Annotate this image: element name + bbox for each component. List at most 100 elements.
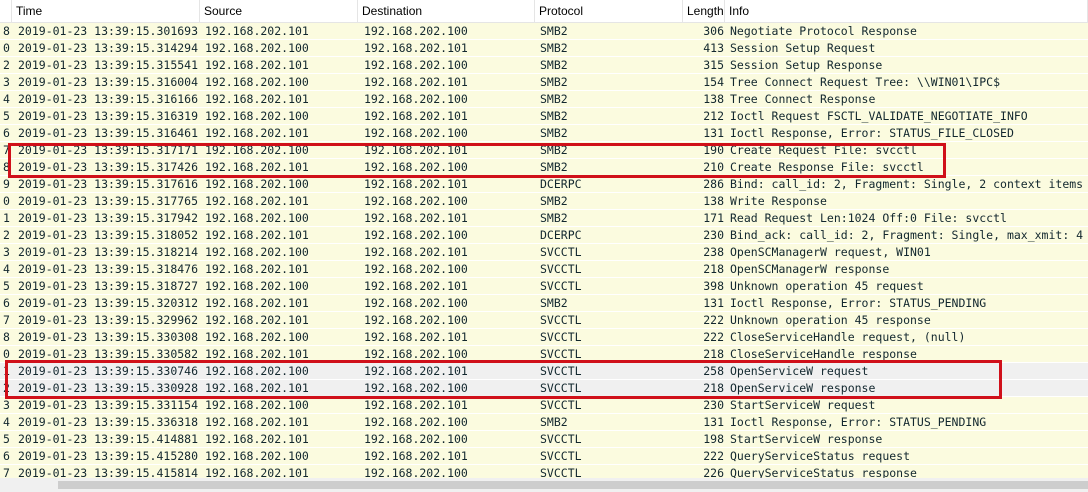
source: 192.168.202.101 bbox=[205, 24, 309, 38]
time: 2019-01-23 13:39:15.330746 bbox=[18, 364, 199, 378]
source: 192.168.202.100 bbox=[205, 449, 309, 463]
header-cell[interactable]: Source bbox=[200, 0, 358, 22]
packet-row[interactable]: 6 2019-01-23 13:39:15.316461 192.168.202.1… bbox=[0, 125, 1088, 142]
time: 2019-01-23 13:39:15.301693 bbox=[18, 24, 199, 38]
time: 2019-01-23 13:39:15.315541 bbox=[18, 58, 199, 72]
header-cell[interactable]: Protocol bbox=[535, 0, 683, 22]
header-cell[interactable]: Destination bbox=[358, 0, 535, 22]
protocol: DCERPC bbox=[540, 177, 582, 191]
frame-number: 4 bbox=[3, 262, 10, 276]
destination: 192.168.202.100 bbox=[364, 415, 468, 429]
protocol: SMB2 bbox=[540, 415, 568, 429]
length: 230 bbox=[703, 228, 724, 242]
protocol: SMB2 bbox=[540, 211, 568, 225]
packet-row[interactable]: 6 2019-01-23 13:39:15.415280 192.168.202.1… bbox=[0, 448, 1088, 465]
source: 192.168.202.101 bbox=[205, 228, 309, 242]
highlight-box bbox=[8, 143, 946, 178]
destination: 192.168.202.100 bbox=[364, 228, 468, 242]
source: 192.168.202.101 bbox=[205, 347, 309, 361]
length: 258 bbox=[703, 364, 724, 378]
packet-row[interactable]: 4 2019-01-23 13:39:15.336318 192.168.202.1… bbox=[0, 414, 1088, 431]
packet-row[interactable]: 7 2019-01-23 13:39:15.329962 192.168.202.1… bbox=[0, 312, 1088, 329]
info: Session Setup Request bbox=[730, 41, 876, 55]
destination: 192.168.202.101 bbox=[364, 449, 468, 463]
info: CloseServiceHandle response bbox=[730, 347, 917, 361]
packet-row[interactable]: 1 2019-01-23 13:39:15.317942 192.168.202.1… bbox=[0, 210, 1088, 227]
destination: 192.168.202.100 bbox=[364, 296, 468, 310]
frame-number: 8 bbox=[3, 24, 10, 38]
packet-row[interactable]: 5 2019-01-23 13:39:15.316319 192.168.202.1… bbox=[0, 108, 1088, 125]
packet-row[interactable]: 2 2019-01-23 13:39:15.330928 192.168.202.1… bbox=[0, 380, 1088, 397]
packet-row[interactable]: 4 2019-01-23 13:39:15.318476 192.168.202.1… bbox=[0, 261, 1088, 278]
source: 192.168.202.100 bbox=[205, 109, 309, 123]
frame-number: 0 bbox=[3, 194, 10, 208]
frame-number: 8 bbox=[3, 330, 10, 344]
protocol: SVCCTL bbox=[540, 398, 582, 412]
info: QueryServiceStatus response bbox=[730, 466, 917, 478]
protocol: SVCCTL bbox=[540, 262, 582, 276]
info: Ioctl Response, Error: STATUS_FILE_CLOSE… bbox=[730, 126, 1014, 140]
highlight-box bbox=[5, 360, 1002, 399]
source: 192.168.202.101 bbox=[205, 466, 309, 478]
info: Write Response bbox=[730, 194, 827, 208]
destination: 192.168.202.100 bbox=[364, 313, 468, 327]
header-cell[interactable]: Length bbox=[683, 0, 725, 22]
packet-rows: 8 2019-01-23 13:39:15.301693 192.168.202.1… bbox=[0, 23, 1088, 478]
packet-row[interactable]: 0 2019-01-23 13:39:15.317765 192.168.202.1… bbox=[0, 193, 1088, 210]
source: 192.168.202.101 bbox=[205, 58, 309, 72]
destination: 192.168.202.100 bbox=[364, 347, 468, 361]
destination: 192.168.202.101 bbox=[364, 75, 468, 89]
time: 2019-01-23 13:39:15.329962 bbox=[18, 313, 199, 327]
protocol: SVCCTL bbox=[540, 449, 582, 463]
packet-row[interactable]: 0 2019-01-23 13:39:15.314294 192.168.202.1… bbox=[0, 40, 1088, 57]
length: 222 bbox=[703, 330, 724, 344]
time: 2019-01-23 13:39:15.331154 bbox=[18, 398, 199, 412]
protocol: SMB2 bbox=[540, 58, 568, 72]
packet-row[interactable]: 3 2019-01-23 13:39:15.318214 192.168.202.1… bbox=[0, 244, 1088, 261]
packet-row[interactable]: 5 2019-01-23 13:39:15.318727 192.168.202.1… bbox=[0, 278, 1088, 295]
packet-row[interactable]: 2 2019-01-23 13:39:15.315541 192.168.202.1… bbox=[0, 57, 1088, 74]
packet-row[interactable]: 4 2019-01-23 13:39:15.316166 192.168.202.1… bbox=[0, 91, 1088, 108]
packet-row[interactable]: 7 2019-01-23 13:39:15.317171 192.168.202.1… bbox=[0, 142, 1088, 159]
packet-row[interactable]: 3 2019-01-23 13:39:15.331154 192.168.202.1… bbox=[0, 397, 1088, 414]
time: 2019-01-23 13:39:15.317942 bbox=[18, 211, 199, 225]
packet-row[interactable]: 1 2019-01-23 13:39:15.330746 192.168.202.1… bbox=[0, 363, 1088, 380]
scrollbar-thumb[interactable] bbox=[58, 481, 1088, 489]
info: Bind_ack: call_id: 2, Fragment: Single, … bbox=[730, 228, 1084, 242]
header-cell[interactable]: Info bbox=[725, 0, 1088, 22]
packet-row[interactable]: 5 2019-01-23 13:39:15.414881 192.168.202.1… bbox=[0, 431, 1088, 448]
length: 222 bbox=[703, 449, 724, 463]
protocol: SMB2 bbox=[540, 143, 568, 157]
source: 192.168.202.100 bbox=[205, 41, 309, 55]
header-cell[interactable]: Time bbox=[12, 0, 200, 22]
info: OpenServiceW response bbox=[730, 381, 876, 395]
source: 192.168.202.101 bbox=[205, 415, 309, 429]
packet-row[interactable]: 7 2019-01-23 13:39:15.415814 192.168.202.1… bbox=[0, 465, 1088, 478]
protocol: SMB2 bbox=[540, 160, 568, 174]
packet-row[interactable]: 8 2019-01-23 13:39:15.330308 192.168.202.1… bbox=[0, 329, 1088, 346]
info: Tree Connect Request Tree: \\WIN01\IPC$ bbox=[730, 75, 1001, 89]
packet-row[interactable]: 8 2019-01-23 13:39:15.317426 192.168.202.1… bbox=[0, 159, 1088, 176]
protocol: SMB2 bbox=[540, 109, 568, 123]
header-cell[interactable] bbox=[0, 0, 12, 22]
column-header: Time Source Destination Protocol Length Info bbox=[0, 0, 1088, 23]
info: StartServiceW response bbox=[730, 432, 883, 446]
destination: 192.168.202.101 bbox=[364, 330, 468, 344]
frame-number: 5 bbox=[3, 279, 10, 293]
frame-number: 9 bbox=[3, 177, 10, 191]
info: StartServiceW request bbox=[730, 398, 876, 412]
length: 218 bbox=[703, 347, 724, 361]
packet-row[interactable]: 6 2019-01-23 13:39:15.320312 192.168.202.1… bbox=[0, 295, 1088, 312]
packet-row[interactable]: 9 2019-01-23 13:39:15.317616 192.168.202.1… bbox=[0, 176, 1088, 193]
destination: 192.168.202.101 bbox=[364, 143, 468, 157]
time: 2019-01-23 13:39:15.415814 bbox=[18, 466, 199, 478]
packet-row[interactable]: 3 2019-01-23 13:39:15.316004 192.168.202.1… bbox=[0, 74, 1088, 91]
length: 306 bbox=[703, 24, 724, 38]
packet-row[interactable]: 8 2019-01-23 13:39:15.301693 192.168.202.1… bbox=[0, 23, 1088, 40]
length: 315 bbox=[703, 58, 724, 72]
info: Unknown operation 45 request bbox=[730, 279, 924, 293]
source: 192.168.202.100 bbox=[205, 143, 309, 157]
packet-row[interactable]: 2 2019-01-23 13:39:15.318052 192.168.202.1… bbox=[0, 227, 1088, 244]
frame-number: 2 bbox=[3, 228, 10, 242]
